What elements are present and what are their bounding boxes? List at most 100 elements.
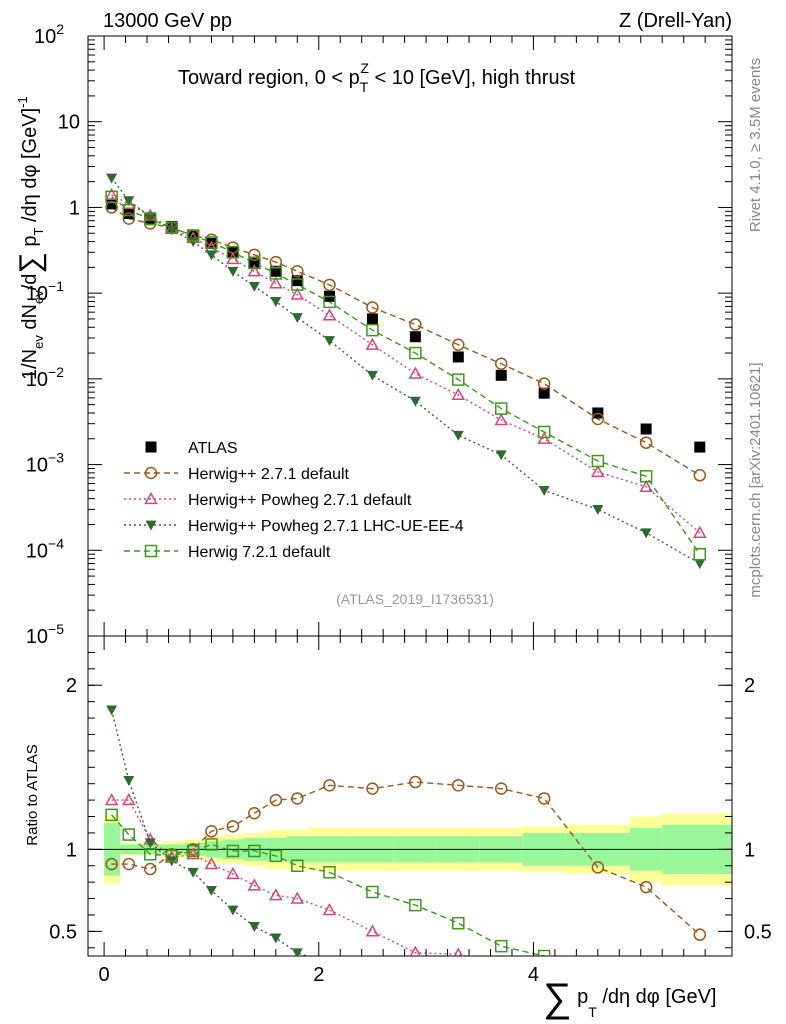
ratio-point-powheg271 — [186, 847, 200, 860]
point-atlas — [409, 331, 421, 343]
y-tick-label: 10−4 — [26, 535, 64, 562]
process-label: Z (Drell-Yan) — [619, 10, 732, 32]
point-herwig271 — [591, 412, 605, 426]
legend-marker-herwig271 — [144, 466, 158, 480]
legend-label-powheg_ue: Herwig++ Powheg 2.7.1 LHC-UE-EE-4 — [188, 518, 464, 535]
ratio-point-powheg271 — [453, 947, 464, 956]
ratio-y-tick-label: 2 — [744, 675, 755, 697]
point-herwig721 — [409, 346, 422, 360]
point-powheg271 — [269, 276, 283, 289]
ratio-point-herwig721 — [494, 939, 508, 953]
ratio-point-herwig721 — [205, 838, 218, 851]
ratio-ylabel: Ratio to ATLAS — [24, 744, 41, 845]
main-axis-ticks: 10−5 10−4 10−3 10−2 10−1 1 10 102 — [26, 21, 732, 648]
ratio-point-herwig271 — [366, 782, 379, 795]
point-herwig721 — [639, 470, 653, 483]
point-herwig271 — [323, 278, 336, 292]
point-powheg271 — [122, 196, 136, 210]
ratio-point-herwig721 — [248, 844, 261, 858]
point-herwig721 — [291, 278, 304, 291]
ratio-point-herwig721 — [186, 844, 200, 858]
rivet-label: Rivet 4.1.0, ≥ 3.5M events — [747, 58, 764, 232]
point-herwig271 — [122, 212, 136, 225]
ratio-axis-ticks: 0 2 4 0.5 0.5 1 1 2 2 — [49, 636, 772, 986]
ratio-point-herwig721 — [366, 885, 379, 899]
ratio-point-powheg271 — [204, 857, 219, 870]
ratio-point-powheg_ue — [291, 948, 303, 956]
point-herwig721 — [452, 373, 465, 386]
legend-label-atlas: ATLAS — [188, 440, 238, 457]
point-powheg_ue — [640, 528, 652, 539]
ratio-point-powheg271 — [322, 903, 337, 916]
point-herwig721 — [323, 295, 336, 309]
legend-marker-powheg271 — [144, 491, 158, 505]
point-powheg271 — [591, 464, 605, 478]
point-powheg271 — [322, 308, 337, 321]
point-herwig271 — [639, 436, 653, 449]
ratio-point-powheg271 — [104, 793, 119, 806]
point-atlas — [538, 387, 550, 399]
ratio-point-herwig721 — [105, 808, 118, 822]
analysis-watermark: (ATLAS_2019_I1736531) — [336, 591, 494, 607]
point-powheg_ue — [270, 297, 282, 307]
ratio-point-powheg271 — [226, 866, 240, 880]
ratio-point-herwig271 — [409, 775, 422, 789]
point-herwig721 — [165, 221, 178, 234]
point-powheg271 — [639, 479, 653, 492]
point-atlas — [248, 256, 260, 268]
point-atlas — [366, 313, 378, 325]
point-powheg_ue — [291, 313, 303, 323]
x-tick-label: 2 — [313, 964, 324, 986]
point-herwig721 — [494, 402, 508, 415]
ratio-point-powheg271 — [122, 793, 136, 806]
ratio-point-herwig271 — [226, 820, 240, 833]
uncertainty-bands — [88, 813, 732, 886]
main-title: Toward region, 0 < pTZ < 10 [GeV], high … — [178, 60, 576, 95]
ratio-point-herwig721 — [323, 866, 336, 879]
x-tick-label: 0 — [99, 964, 110, 986]
point-powheg_ue — [538, 485, 550, 496]
ratio-point-herwig721 — [409, 898, 422, 912]
ratio-point-herwig721 — [291, 859, 304, 872]
legend-label-powheg271: Herwig++ Powheg 2.7.1 default — [188, 492, 412, 509]
point-herwig271 — [409, 318, 422, 331]
ratio-point-powheg271 — [409, 945, 422, 956]
ratio-point-herwig271 — [205, 825, 218, 838]
ratio-point-powheg_ue — [227, 905, 239, 916]
point-herwig721 — [248, 256, 261, 270]
ratio-point-powheg271 — [269, 888, 283, 901]
point-herwig721 — [144, 212, 157, 226]
ratio-point-powheg271 — [290, 891, 305, 904]
ratio-point-powheg_ue — [123, 776, 135, 786]
ratio-point-herwig721 — [122, 828, 136, 841]
ratio-point-herwig721 — [144, 848, 157, 861]
ratio-point-herwig271 — [591, 861, 605, 874]
point-herwig271 — [494, 357, 508, 371]
point-herwig271 — [248, 248, 261, 262]
point-powheg_ue — [227, 266, 239, 277]
point-herwig271 — [366, 301, 379, 314]
y-tick-label: 10−3 — [26, 450, 64, 477]
point-powheg271 — [408, 366, 423, 379]
y-tick-label: 10−5 — [26, 621, 64, 648]
point-herwig271 — [452, 338, 465, 351]
ratio-point-herwig271 — [144, 862, 157, 876]
point-herwig271 — [291, 265, 304, 278]
point-powheg271 — [451, 387, 466, 401]
point-herwig721 — [186, 229, 200, 242]
ratio-point-herwig721 — [165, 849, 178, 863]
point-herwig271 — [537, 377, 551, 390]
ratio-point-herwig271 — [269, 793, 283, 807]
point-powheg_ue — [409, 396, 421, 407]
point-powheg271 — [494, 413, 509, 426]
y-tick-label: 10 — [58, 112, 80, 134]
ratio-markers — [104, 705, 707, 956]
point-atlas — [452, 351, 464, 363]
point-herwig721 — [537, 425, 551, 439]
point-powheg_ue — [452, 430, 464, 441]
point-powheg271 — [693, 525, 707, 538]
ratio-point-powheg_ue — [205, 885, 217, 896]
y-tick-label: 1 — [69, 197, 80, 219]
point-powheg_ue — [123, 196, 135, 207]
